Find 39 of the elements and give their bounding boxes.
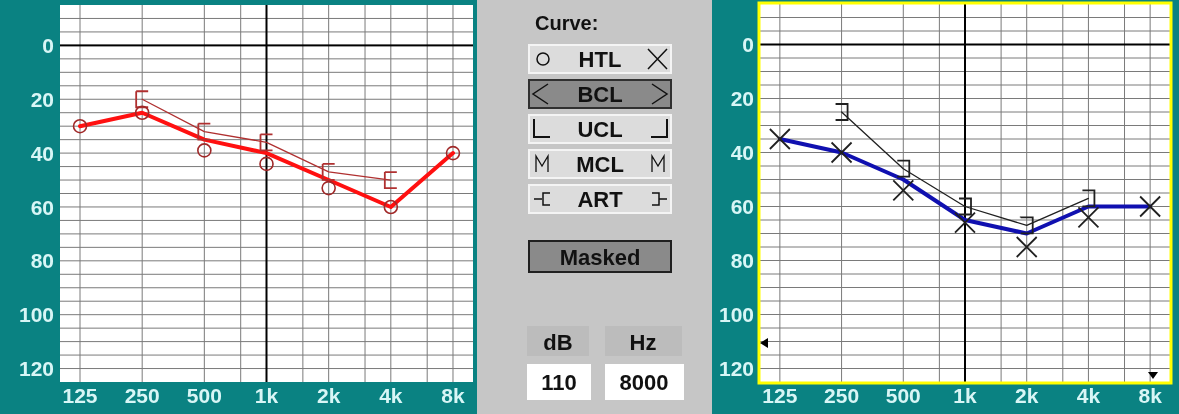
y-tick-label: 120 [18,357,54,381]
x-tick-label: 500 [186,384,222,407]
y-tick-label: 120 [718,357,754,381]
x-tick-label: 250 [824,384,860,407]
x-tick-label: 4k [379,384,403,407]
x-tick-label: 8k [1138,384,1163,407]
y-tick-label: 80 [30,249,54,273]
y-tick-label: 0 [42,33,54,57]
text: Curve: [535,12,599,34]
y-tick-label: 40 [30,141,54,165]
text: ART [577,187,624,212]
y-tick-label: 20 [30,87,54,111]
x-tick-label: 125 [762,384,798,407]
x-tick-label: 125 [62,384,98,407]
x-tick-label: 2k [316,384,341,407]
y-tick-label: 60 [730,195,754,219]
text: BCL [577,82,623,107]
x-tick-label: 8k [441,384,465,407]
x-tick-label: 2k [1015,384,1039,407]
text: UCL [577,117,623,142]
y-tick-label: 20 [730,87,754,111]
text: 8000 [619,370,669,395]
y-tick-label: 0 [742,33,754,57]
text: Masked [559,245,641,270]
x-tick-label: 1k [953,384,977,407]
text: HTL [578,47,622,72]
text: 110 [541,370,577,395]
y-tick-label: 60 [30,195,54,219]
y-tick-label: 100 [718,303,754,327]
text: dB [543,330,573,355]
x-tick-label: 4k [1076,384,1101,407]
y-tick-label: 40 [730,141,754,165]
x-tick-label: 500 [885,384,921,407]
text: MCL [576,152,624,177]
text: Hz [629,330,657,355]
x-tick-label: 1k [254,384,279,407]
y-tick-label: 80 [730,249,754,273]
y-tick-label: 100 [18,303,54,327]
x-tick-label: 250 [124,384,160,407]
